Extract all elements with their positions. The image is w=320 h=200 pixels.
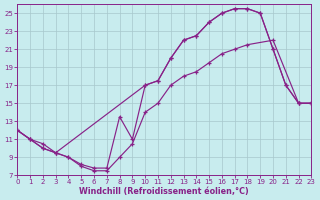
X-axis label: Windchill (Refroidissement éolien,°C): Windchill (Refroidissement éolien,°C) bbox=[79, 187, 249, 196]
